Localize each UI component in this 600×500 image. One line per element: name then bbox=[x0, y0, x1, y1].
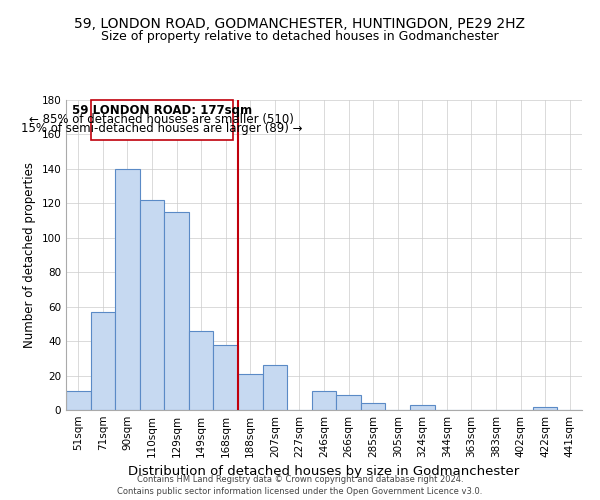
Bar bbox=[164, 212, 189, 410]
Bar bbox=[140, 200, 164, 410]
Bar bbox=[263, 365, 287, 410]
Y-axis label: Number of detached properties: Number of detached properties bbox=[23, 162, 36, 348]
Bar bbox=[91, 312, 115, 410]
Text: 59 LONDON ROAD: 177sqm: 59 LONDON ROAD: 177sqm bbox=[72, 104, 252, 118]
Bar bbox=[410, 405, 434, 410]
Text: Size of property relative to detached houses in Godmanchester: Size of property relative to detached ho… bbox=[101, 30, 499, 43]
Bar bbox=[91, 100, 233, 140]
Text: Contains public sector information licensed under the Open Government Licence v3: Contains public sector information licen… bbox=[118, 486, 482, 496]
Bar bbox=[66, 391, 91, 410]
Bar bbox=[189, 331, 214, 410]
Bar bbox=[361, 403, 385, 410]
Text: Contains HM Land Registry data © Crown copyright and database right 2024.: Contains HM Land Registry data © Crown c… bbox=[137, 476, 463, 484]
Text: ← 85% of detached houses are smaller (510): ← 85% of detached houses are smaller (51… bbox=[29, 113, 294, 126]
Bar bbox=[214, 344, 238, 410]
Bar bbox=[312, 391, 336, 410]
Text: 59, LONDON ROAD, GODMANCHESTER, HUNTINGDON, PE29 2HZ: 59, LONDON ROAD, GODMANCHESTER, HUNTINGD… bbox=[74, 18, 526, 32]
Bar bbox=[115, 169, 140, 410]
X-axis label: Distribution of detached houses by size in Godmanchester: Distribution of detached houses by size … bbox=[128, 466, 520, 478]
Bar bbox=[238, 374, 263, 410]
Bar bbox=[336, 394, 361, 410]
Bar bbox=[533, 406, 557, 410]
Text: 15% of semi-detached houses are larger (89) →: 15% of semi-detached houses are larger (… bbox=[21, 122, 302, 134]
